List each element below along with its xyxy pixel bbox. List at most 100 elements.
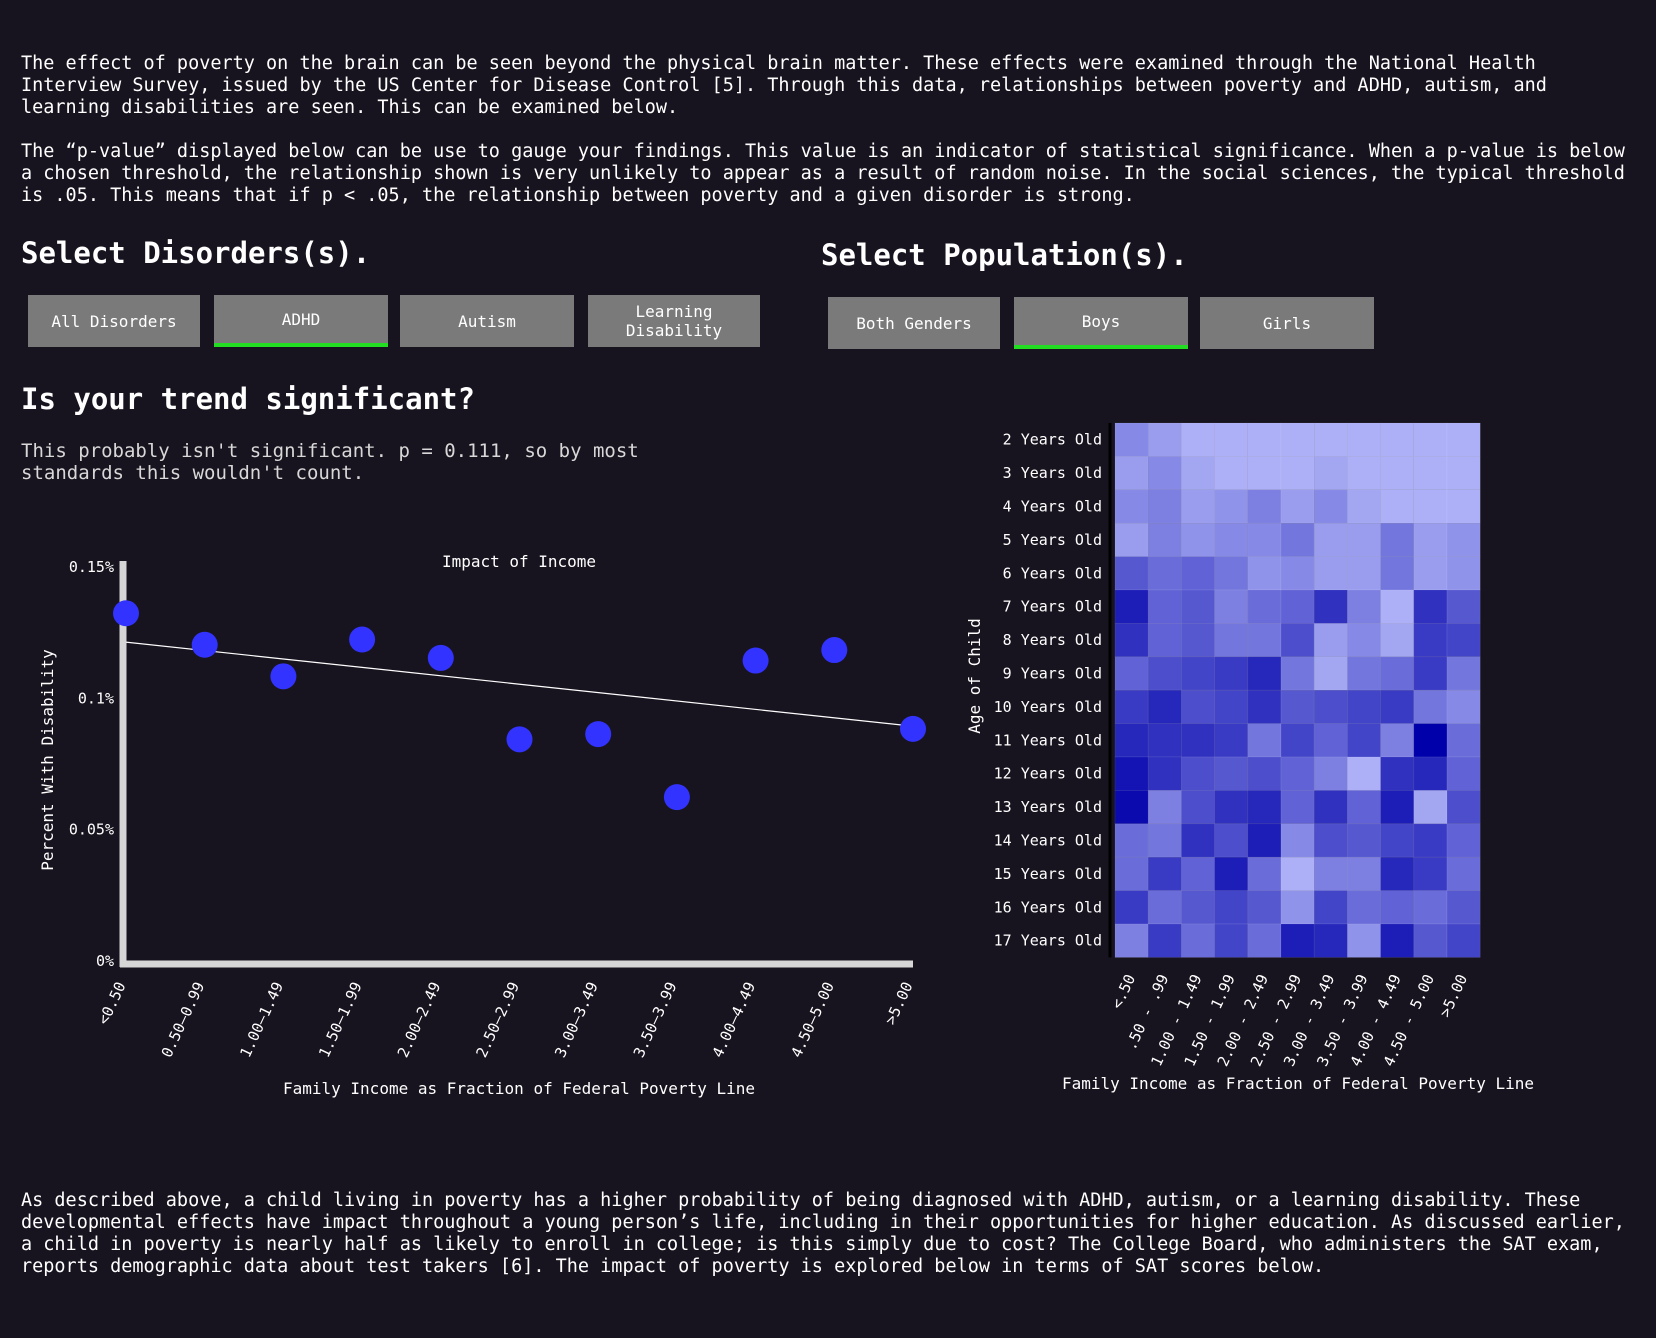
learning-disability-button[interactable]: Learning Disability	[588, 295, 760, 347]
data-point	[191, 631, 218, 658]
heatmap-cell	[1446, 790, 1481, 825]
heatmap-cell	[1347, 689, 1381, 724]
heatmap-cell	[1147, 790, 1182, 825]
heatmap-cell	[1313, 656, 1348, 691]
girls-button[interactable]: Girls	[1200, 297, 1374, 349]
heatmap-cell	[1313, 823, 1348, 858]
heatmap-x-axis-label: Family Income as Fraction of Federal Pov…	[1062, 1074, 1534, 1093]
y-tick-label: 0%	[96, 952, 114, 970]
y-tick-label: 0.05%	[69, 821, 114, 839]
heatmap-cell	[1181, 422, 1215, 457]
heatmap-cell	[1446, 589, 1481, 624]
data-point	[113, 600, 139, 627]
heatmap-cell	[1313, 923, 1348, 958]
x-tick-label: 3.00–3.49	[551, 979, 602, 1060]
autism-button[interactable]: Autism	[400, 295, 574, 347]
heatmap-cell	[1446, 556, 1481, 591]
heatmap-cell	[1147, 589, 1182, 624]
heatmap-cell	[1181, 556, 1215, 591]
significance-heading: Is your trend significant?	[21, 382, 475, 416]
heatmap-cell	[1247, 422, 1282, 457]
heatmap-cell	[1347, 923, 1381, 958]
heatmap-cell	[1313, 790, 1348, 825]
heatmap-cell	[1214, 723, 1249, 758]
x-tick-label: 1.00–1.49	[236, 979, 287, 1060]
heatmap-cell	[1347, 489, 1381, 524]
heatmap-cell	[1380, 422, 1415, 457]
heatmap-y-axis-label: Age of Child	[965, 618, 984, 734]
heatmap-cell	[1446, 689, 1481, 724]
heatmap-cell	[1147, 890, 1182, 925]
heatmap-cell	[1247, 723, 1282, 758]
heatmap-cell	[1446, 756, 1481, 791]
heatmap-y-tick-label: 15 Years Old	[994, 865, 1102, 883]
trend-line	[125, 641, 914, 727]
heatmap-cell	[1313, 489, 1348, 524]
x-tick-label: >5.00	[881, 979, 916, 1028]
heatmap-cell	[1147, 923, 1182, 958]
heatmap-cell	[1247, 790, 1282, 825]
heatmap-cell	[1413, 556, 1448, 591]
heatmap-y-tick-label: 7 Years Old	[1003, 598, 1102, 616]
outro-paragraph: As described above, a child living in po…	[21, 1190, 1625, 1277]
heatmap-cell	[1247, 823, 1282, 858]
heatmap-cell	[1247, 623, 1282, 658]
heatmap-cell	[1181, 790, 1215, 825]
intro-paragraph-2: The “p-value” displayed below can be use…	[21, 141, 1625, 206]
heatmap-x-tick-label: >5.00	[1436, 971, 1471, 1020]
heatmap-cell	[1247, 856, 1282, 891]
heatmap-cell	[1413, 522, 1448, 557]
heatmap-cell	[1313, 589, 1348, 624]
heatmap-cell	[1413, 856, 1448, 891]
heatmap-cell	[1380, 923, 1415, 958]
heatmap-cell	[1313, 856, 1348, 891]
heatmap-cell	[1247, 890, 1282, 925]
heatmap-cell	[1280, 556, 1315, 591]
heatmap-cell	[1214, 656, 1249, 691]
heatmap-cell	[1413, 790, 1448, 825]
heatmap-cell	[1247, 656, 1282, 691]
all-disorders-button[interactable]: All Disorders	[28, 295, 200, 347]
heatmap-cell	[1313, 623, 1348, 658]
heatmap-cell	[1446, 723, 1481, 758]
heatmap-cell	[1114, 823, 1149, 858]
income-scatter-chart: Impact of Income 0.15% 0.1% 0.05% 0% <0.50 0.5…	[38, 552, 926, 1098]
heatmap-y-tick-label: 13 Years Old	[994, 798, 1102, 816]
heatmap-cell	[1313, 456, 1348, 491]
heatmap-cell	[1114, 723, 1149, 758]
heatmap-y-tick-label: 16 Years Old	[994, 898, 1102, 916]
heatmap-cell	[1114, 756, 1149, 791]
heatmap-cell	[1214, 422, 1249, 457]
heatmap-cell	[1380, 623, 1415, 658]
y-axis-label: Percent With Disability	[38, 649, 57, 871]
heatmap-cell	[1114, 522, 1149, 557]
heatmap-cell	[1214, 823, 1249, 858]
x-tick-label: 2.50–2.99	[472, 979, 523, 1060]
heatmap-cell	[1313, 556, 1348, 591]
heatmap-cell	[1280, 856, 1315, 891]
adhd-button[interactable]: ADHD	[214, 295, 388, 347]
heatmap-cell	[1413, 823, 1448, 858]
heatmap-cell	[1280, 890, 1315, 925]
heatmap-cell	[1280, 923, 1315, 958]
heatmap-cell	[1114, 556, 1149, 591]
heatmap-cell	[1446, 522, 1481, 557]
boys-button[interactable]: Boys	[1014, 297, 1188, 349]
heatmap-cell	[1446, 823, 1481, 858]
data-point	[427, 644, 454, 671]
heatmap-cell	[1147, 489, 1182, 524]
heatmap-cell	[1114, 422, 1149, 457]
heatmap-cell	[1380, 856, 1415, 891]
heatmap-cell	[1181, 623, 1215, 658]
heatmap-cell	[1413, 923, 1448, 958]
chart-title: Impact of Income	[442, 552, 596, 571]
heatmap-cell	[1181, 856, 1215, 891]
heatmap-cell	[1147, 623, 1182, 658]
heatmap-cell	[1380, 556, 1415, 591]
heatmap-cell	[1114, 623, 1149, 658]
heatmap-cell	[1214, 790, 1249, 825]
heatmap-y-tick-label: 3 Years Old	[1003, 464, 1102, 482]
both-genders-button[interactable]: Both Genders	[828, 297, 1000, 349]
heatmap-cell	[1347, 756, 1381, 791]
data-point	[585, 721, 612, 748]
